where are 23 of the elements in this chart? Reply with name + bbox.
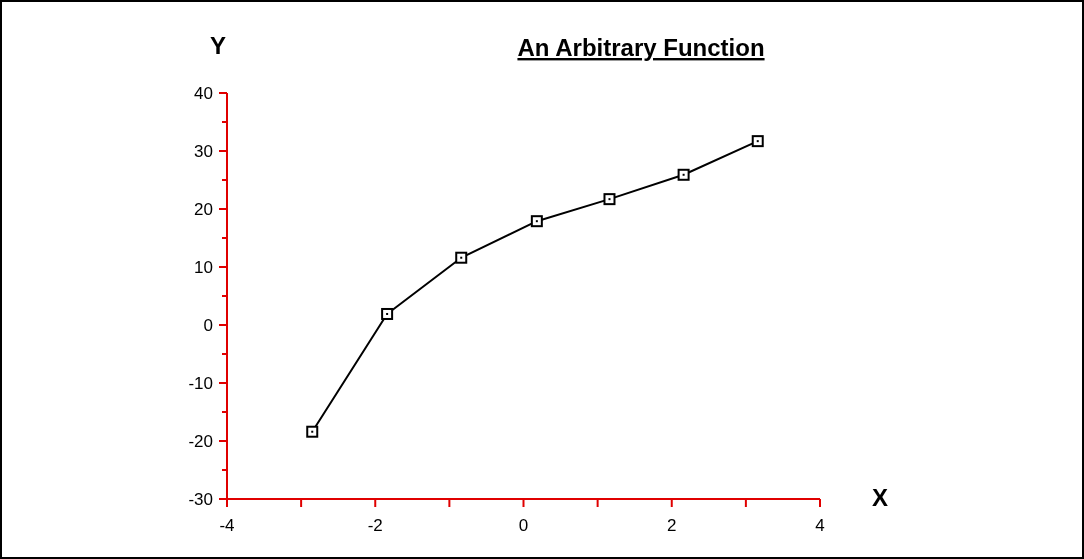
x-tick-label: -4 [219, 516, 235, 535]
x-tick-label: 0 [518, 516, 529, 535]
point [677, 168, 690, 181]
x-tick-label: 4 [815, 516, 825, 535]
y-tick-label: 10 [194, 257, 213, 277]
x-tick-label: -2 [367, 516, 383, 535]
chart-title: An Arbitrary Function [517, 34, 765, 61]
y-tick-label: 40 [194, 83, 213, 103]
y-tick-label: -30 [188, 489, 213, 509]
y-tick-label: -20 [188, 431, 213, 451]
y-tick-label: -10 [188, 373, 213, 393]
x-tick-label: 2 [667, 516, 677, 535]
point [381, 307, 394, 320]
x-axis-title: X [871, 484, 889, 511]
y-tick-label: 30 [194, 141, 213, 161]
point [455, 251, 468, 264]
point [751, 135, 764, 148]
y-tick-label: 20 [194, 199, 213, 219]
y-axis-title: Y [209, 32, 227, 59]
point [306, 425, 319, 438]
point [530, 215, 543, 228]
point [603, 193, 616, 206]
y-tick-label: 0 [203, 315, 213, 335]
